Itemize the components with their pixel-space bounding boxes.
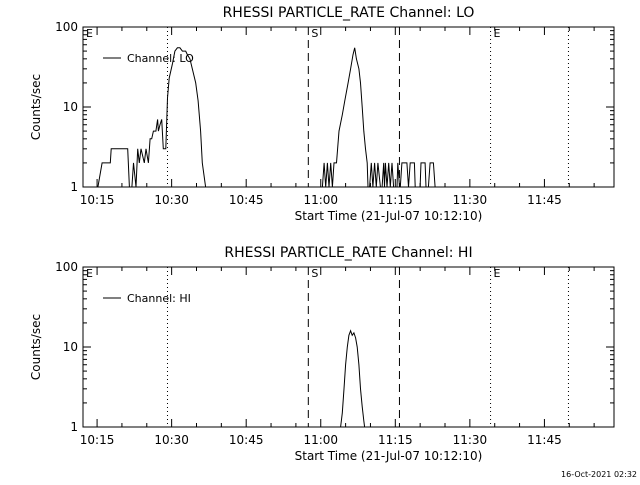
x-tick-label: 11:30	[453, 193, 488, 207]
chart-title: RHESSI PARTICLE_RATE Channel: HI	[224, 245, 472, 261]
chart-title: RHESSI PARTICLE_RATE Channel: LO	[223, 5, 475, 21]
series-line	[381, 162, 438, 188]
x-tick-label: 10:45	[229, 193, 264, 207]
legend-label: Channel: LO	[127, 52, 194, 65]
panel-2: RHESSI PARTICLE_RATE Channel: HI 1 10 100 Co…	[29, 245, 615, 463]
legend-label: Channel: HI	[127, 292, 191, 305]
series-line	[97, 47, 216, 188]
x-tick-label: 10:15	[80, 433, 115, 447]
y-axis-label: Counts/sec	[29, 314, 43, 380]
x-tick-label: 11:45	[527, 193, 562, 207]
x-axis-label: Start Time (21-Jul-07 10:12:10)	[295, 449, 483, 463]
x-tick-label: 10:30	[154, 193, 189, 207]
marker-label-e: E	[494, 267, 501, 280]
series-line	[320, 47, 381, 188]
y-tick-label: 10	[63, 100, 78, 114]
marker-label-s: S	[311, 27, 318, 40]
y-tick-label: 100	[55, 260, 78, 274]
x-tick-label: 10:15	[80, 193, 115, 207]
marker-label-e: E	[86, 27, 93, 40]
y-tick-label: 100	[55, 20, 78, 34]
y-tick-label: 10	[63, 340, 78, 354]
marker-label-e: E	[86, 267, 93, 280]
footer-timestamp: 16-Oct-2021 02:32	[561, 470, 637, 479]
y-tick-label: 1	[70, 420, 78, 434]
series-line	[340, 329, 366, 428]
marker-label-s: S	[311, 267, 318, 280]
x-tick-label: 10:30	[154, 433, 189, 447]
x-tick-label: 11:15	[378, 433, 413, 447]
y-axis-label: Counts/sec	[29, 74, 43, 140]
y-tick-label: 1	[70, 180, 78, 194]
x-tick-label: 11:00	[303, 193, 338, 207]
x-tick-label: 11:30	[453, 433, 488, 447]
panel-1: RHESSI PARTICLE_RATE Channel: LO 1 10 100 Co…	[29, 5, 615, 223]
x-tick-label: 11:45	[527, 433, 562, 447]
x-axis-label: Start Time (21-Jul-07 10:12:10)	[295, 209, 483, 223]
x-tick-label: 11:15	[378, 193, 413, 207]
marker-label-e: E	[494, 27, 501, 40]
x-tick-label: 11:00	[303, 433, 338, 447]
x-tick-label: 10:45	[229, 433, 264, 447]
